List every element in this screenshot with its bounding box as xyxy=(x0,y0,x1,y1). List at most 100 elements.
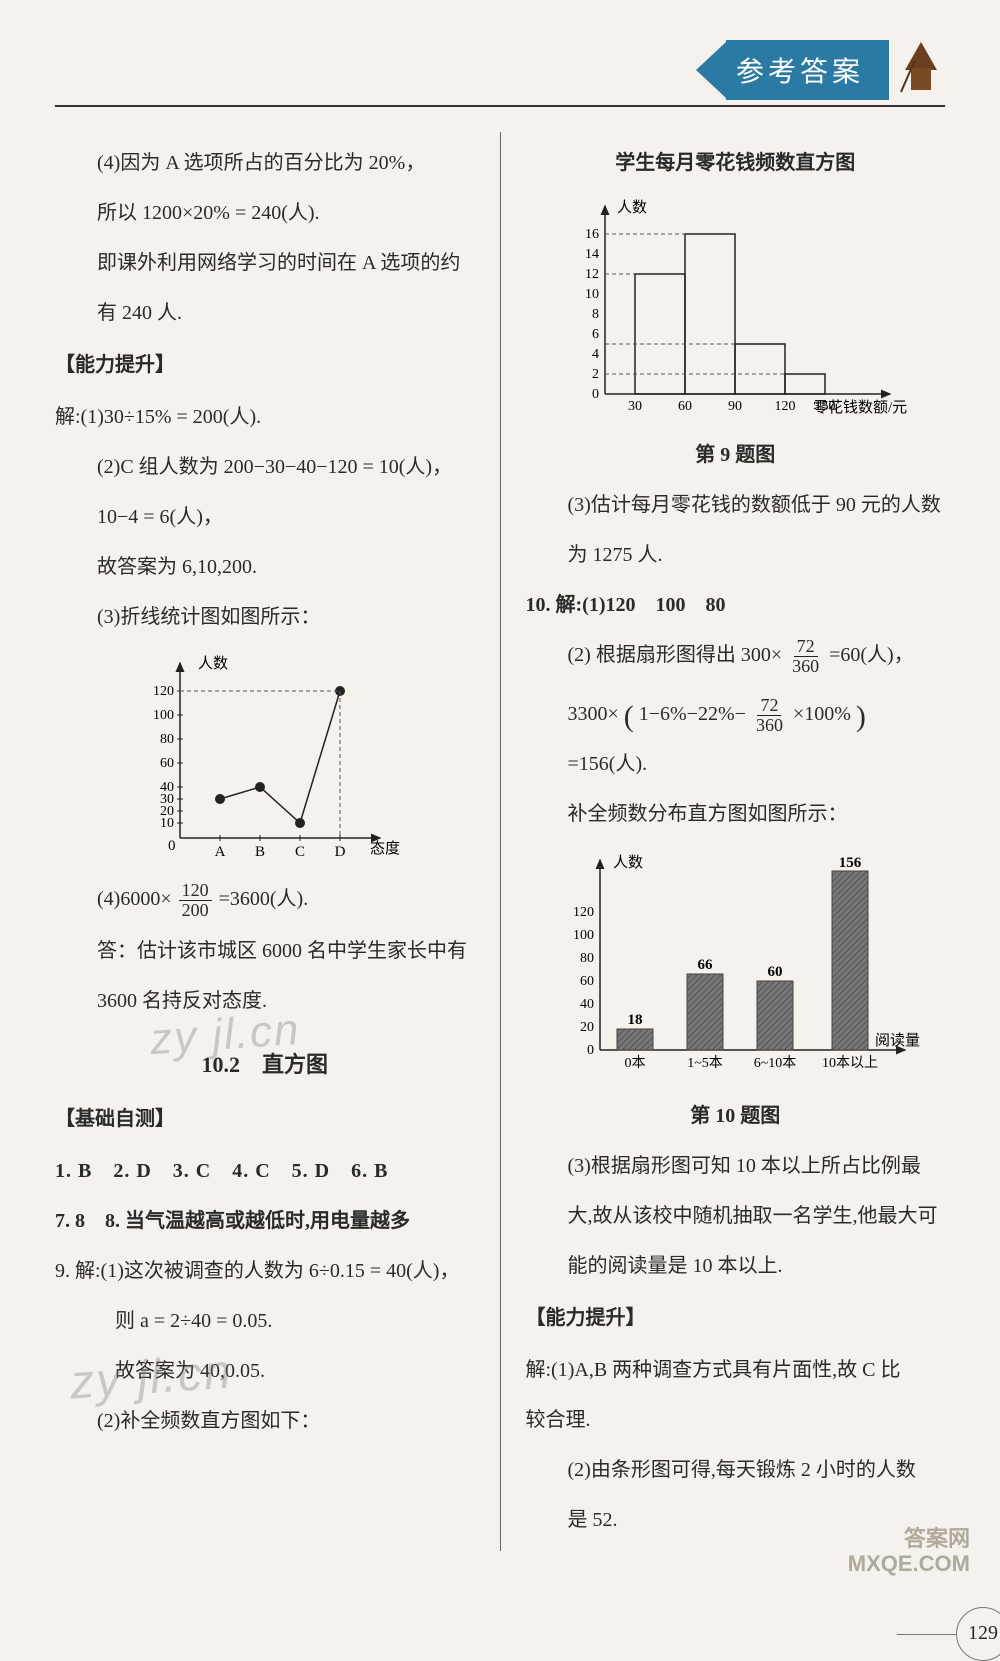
text: 1−6%−22%− xyxy=(639,703,746,725)
svg-text:0本: 0本 xyxy=(625,1055,646,1071)
section-title: 10.2 直方图 xyxy=(55,1044,475,1086)
figure-label: 第 9 题图 xyxy=(526,436,946,474)
svg-text:90: 90 xyxy=(728,399,742,414)
text: 即课外利用网络学习的时间在 A 选项的约 xyxy=(55,244,475,282)
numerator: 72 xyxy=(757,696,781,716)
paren-close: ) xyxy=(856,700,866,733)
svg-text:156: 156 xyxy=(839,855,862,871)
svg-text:80: 80 xyxy=(580,951,594,966)
svg-text:1~5本: 1~5本 xyxy=(687,1055,723,1071)
text: 则 a = 2÷40 = 0.05. xyxy=(55,1302,475,1340)
left-column: (4)因为 A 选项所占的百分比为 20%， 所以 1200×20% = 240… xyxy=(55,132,475,1551)
text: 7. 8 8. 当气温越高或越低时,用电量越多 xyxy=(55,1202,475,1240)
fraction: 72 360 xyxy=(789,637,822,676)
svg-text:60: 60 xyxy=(678,399,692,414)
svg-text:A: A xyxy=(214,844,225,860)
text: 大,故从该校中随机抽取一名学生,他最大可 xyxy=(526,1197,946,1235)
svg-text:D: D xyxy=(334,844,345,860)
svg-text:100: 100 xyxy=(573,928,594,943)
text: (4)因为 A 选项所占的百分比为 20%， xyxy=(55,144,475,182)
header-banner: 参考答案 xyxy=(696,40,945,100)
svg-text:阅读量: 阅读量 xyxy=(875,1032,920,1049)
denominator: 360 xyxy=(789,657,822,676)
chart-title: 学生每月零花钱频数直方图 xyxy=(526,144,946,182)
svg-text:人数: 人数 xyxy=(198,655,228,672)
figure-label: 第 10 题图 xyxy=(526,1097,946,1135)
column-divider xyxy=(500,132,501,1551)
text: (2)补全频数直方图如下： xyxy=(55,1402,475,1440)
fraction: 72 360 xyxy=(753,696,786,735)
text: (2) 根据扇形图得出 300× 72 360 =60(人)， xyxy=(526,636,946,676)
svg-text:人数: 人数 xyxy=(613,854,643,871)
svg-text:40: 40 xyxy=(580,997,594,1012)
svg-text:120: 120 xyxy=(573,905,594,920)
svg-text:18: 18 xyxy=(628,1012,643,1028)
svg-text:2: 2 xyxy=(592,367,599,382)
svg-text:0: 0 xyxy=(168,838,176,854)
text: 10. 解:(1)120 100 80 xyxy=(526,586,946,624)
bar-chart: 人数 阅读量 0 20 40 60 80 100 120 0本 1~5本 xyxy=(526,845,946,1085)
text: (3)估计每月零花钱的数额低于 90 元的人数 xyxy=(526,486,946,524)
svg-text:80: 80 xyxy=(160,732,174,747)
svg-text:20: 20 xyxy=(580,1020,594,1035)
text: 3300× xyxy=(568,703,619,725)
text: 9. 解:(1)这次被调查的人数为 6÷0.15 = 40(人)， xyxy=(55,1252,475,1290)
text: ×100% xyxy=(793,703,851,725)
banner-chevron xyxy=(696,42,726,98)
svg-text:16: 16 xyxy=(585,227,599,242)
svg-text:10本以上: 10本以上 xyxy=(822,1055,878,1071)
section-heading: 【能力提升】 xyxy=(55,346,475,384)
svg-text:6~10本: 6~10本 xyxy=(754,1055,797,1071)
svg-text:66: 66 xyxy=(698,957,714,973)
svg-text:6: 6 xyxy=(592,327,599,342)
fraction: 120 200 xyxy=(179,881,212,920)
svg-text:10: 10 xyxy=(585,287,599,302)
answer-row: 1. B 2. D 3. C 4. C 5. D 6. B xyxy=(55,1152,475,1190)
right-column: 学生每月零花钱频数直方图 人数 零花钱数额/元 0 2 xyxy=(526,132,946,1551)
numerator: 120 xyxy=(179,881,212,901)
section-heading: 【能力提升】 xyxy=(526,1299,946,1337)
svg-text:态度: 态度 xyxy=(370,840,400,857)
svg-text:C: C xyxy=(295,844,305,860)
text: =156(人). xyxy=(568,753,648,775)
text: 有 240 人. xyxy=(55,294,475,332)
banner-title: 参考答案 xyxy=(726,40,889,100)
section-heading: 【基础自测】 xyxy=(55,1100,475,1138)
svg-text:150: 150 xyxy=(815,399,836,414)
text: 10−4 = 6(人)， xyxy=(55,498,475,536)
svg-text:B: B xyxy=(255,844,265,860)
svg-text:0: 0 xyxy=(587,1043,594,1058)
text: 答：估计该市城区 6000 名中学生家长中有 xyxy=(55,932,475,970)
text: (4)6000× 120 200 =3600(人). xyxy=(55,880,475,920)
svg-text:4: 4 xyxy=(592,347,599,362)
text: 补全频数分布直方图如图所示： xyxy=(526,795,946,833)
svg-text:14: 14 xyxy=(585,247,599,262)
text: 3300× ( 1−6%−22%− 72 360 ×100% ) =156(人)… xyxy=(526,688,946,783)
page: 参考答案 (4)因为 A 选项所占的百分比为 20%， 所以 1200×20% … xyxy=(0,0,1000,1591)
page-number: 129 xyxy=(956,1607,1000,1661)
text: =3600(人). xyxy=(219,888,309,910)
denominator: 200 xyxy=(179,901,212,920)
histogram: 人数 零花钱数额/元 0 2 4 6 8 10 12 14 16 xyxy=(526,194,946,424)
text: (2) 根据扇形图得出 300× xyxy=(568,644,783,666)
columns: (4)因为 A 选项所占的百分比为 20%， 所以 1200×20% = 240… xyxy=(55,132,945,1551)
text: =60(人)， xyxy=(829,644,914,666)
text: 答案网 xyxy=(848,1527,970,1551)
corner-watermark: 答案网 MXQE.COM xyxy=(848,1527,970,1575)
text: 故答案为 40,0.05. xyxy=(55,1352,475,1390)
text: 3600 名持反对态度. xyxy=(55,982,475,1020)
numerator: 72 xyxy=(794,637,818,657)
svg-text:100: 100 xyxy=(153,708,174,723)
text: (4)6000× xyxy=(97,888,172,910)
wizard-icon xyxy=(897,40,945,100)
text: (3)根据扇形图可知 10 本以上所占比例最 xyxy=(526,1147,946,1185)
page-header: 参考答案 xyxy=(55,40,945,107)
text: 所以 1200×20% = 240(人). xyxy=(55,194,475,232)
text: MXQE.COM xyxy=(848,1552,970,1576)
text: (2)由条形图可得,每天锻炼 2 小时的人数 xyxy=(526,1451,946,1489)
text: 较合理. xyxy=(526,1401,946,1439)
svg-text:30: 30 xyxy=(628,399,642,414)
svg-text:40: 40 xyxy=(160,780,174,795)
text: 解:(1)A,B 两种调查方式具有片面性,故 C 比 xyxy=(526,1351,946,1389)
svg-text:12: 12 xyxy=(585,267,599,282)
